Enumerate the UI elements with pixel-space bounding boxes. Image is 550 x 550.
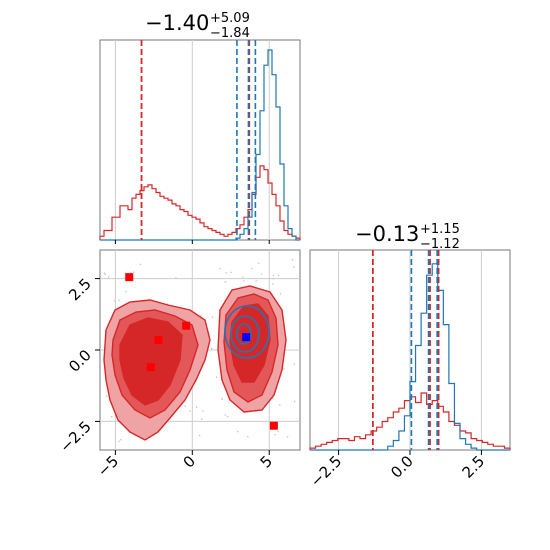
contour-blue-inner [236,323,252,345]
scatter-xtick-label-1: 0 [180,452,199,471]
scatter-point-107 [120,438,122,441]
scatter-point-23 [184,405,186,407]
bottom-right-panel-title: −0.13 +1.15 −1.12 [355,222,460,252]
red-marker-4 [269,421,278,430]
scatter-point-88 [250,267,253,270]
scatter-ytick-label-2: −2.5 [56,418,94,456]
scatter-ytick-label-0: 2.5 [65,275,95,305]
scatter-point-100 [260,273,263,275]
scatter-point-53 [221,398,224,400]
scatter-point-48 [272,277,275,280]
top-histogram-panel [99,40,301,244]
scatter-point-118 [200,418,203,420]
scatter-point-108 [219,267,221,270]
scatter-point-10 [279,292,282,295]
scatter-point-84 [224,281,227,283]
scatter-point-38 [215,376,218,379]
scatter-point-45 [224,414,227,416]
scatter-point-116 [257,262,260,265]
red-marker-1 [154,336,163,344]
scatter-point-0 [103,272,106,274]
red-marker-3 [146,363,155,372]
scatter-point-72 [272,283,274,285]
scatter-point-59 [104,273,106,276]
scatter-point-44 [293,400,296,402]
top-panel-title: −1.40 +5.09 −1.84 [145,11,250,41]
scatter-point-117 [132,271,135,273]
scatter-point-60 [225,272,227,274]
scatter-point-49 [272,274,275,277]
scatter-point-104 [241,276,244,278]
br-xtick-label-0: −2.5 [307,452,345,490]
br-title-upper: +1.15 [420,222,460,237]
scatter-point-35 [200,314,202,317]
scatter-point-40 [255,280,258,282]
top-red-histogram [99,165,301,240]
top-title-lower: −1.84 [210,26,250,41]
scatter-point-51 [105,395,108,397]
scatter-point-36 [283,368,285,370]
contour-left-inner [119,317,183,406]
scatter-point-24 [277,430,279,433]
blue-marker [242,333,251,342]
scatter-point-27 [202,410,204,412]
scatter-point-92 [210,347,213,350]
top-title-upper: +5.09 [210,11,250,26]
scatter-xtick-label-0: −5 [94,452,122,480]
scatter-point-89 [195,406,198,409]
scatter-point-68 [198,434,201,437]
scatter-point-8 [236,430,239,433]
scatter-point-86 [226,415,229,418]
scatter-point-66 [113,299,116,302]
br-title-lower: −1.12 [420,237,460,252]
scatter-point-63 [211,316,214,318]
contour-right-inner [229,303,271,383]
scatter-point-99 [118,299,120,301]
bottom-histogram-panel: −2.5 0.0 2.5 [307,250,511,491]
br-xtick-label-1: 0.0 [387,452,417,482]
scatter-point-26 [230,271,233,274]
scatter-point-52 [118,440,120,442]
red-marker-2 [182,321,191,330]
scatter-panel: −5 0 5 2.5 0.0 −2.5 [56,250,300,480]
scatter-point-94 [247,435,249,438]
contour-blue-mid [230,315,260,353]
scatter-point-20 [242,280,245,282]
scatter-point-56 [272,397,274,400]
red-marker-0 [125,273,134,282]
scatter-point-112 [293,363,296,365]
scatter-point-62 [139,263,142,266]
scatter-point-105 [110,415,113,418]
scatter-point-90 [189,410,191,412]
br-xtick-label-2: 2.5 [459,452,489,482]
scatter-point-41 [125,290,127,293]
scatter-ytick-label-1: 0.0 [65,346,95,376]
scatter-point-83 [291,258,294,261]
top-title-value: −1.40 [145,11,209,35]
br-blue-histogram [310,263,510,451]
contour-blue-outer [224,305,270,359]
br-title-value: −0.13 [355,222,419,246]
scatter-point-85 [279,404,281,406]
scatter-point-61 [107,276,110,278]
top-blue-histogram [100,49,300,241]
scatter-xtick-label-2: 5 [257,452,276,471]
scatter-point-14 [277,274,280,277]
scatter-point-71 [274,433,276,436]
scatter-point-102 [286,436,289,438]
scatter-point-57 [175,277,177,279]
scatter-point-73 [293,266,295,268]
